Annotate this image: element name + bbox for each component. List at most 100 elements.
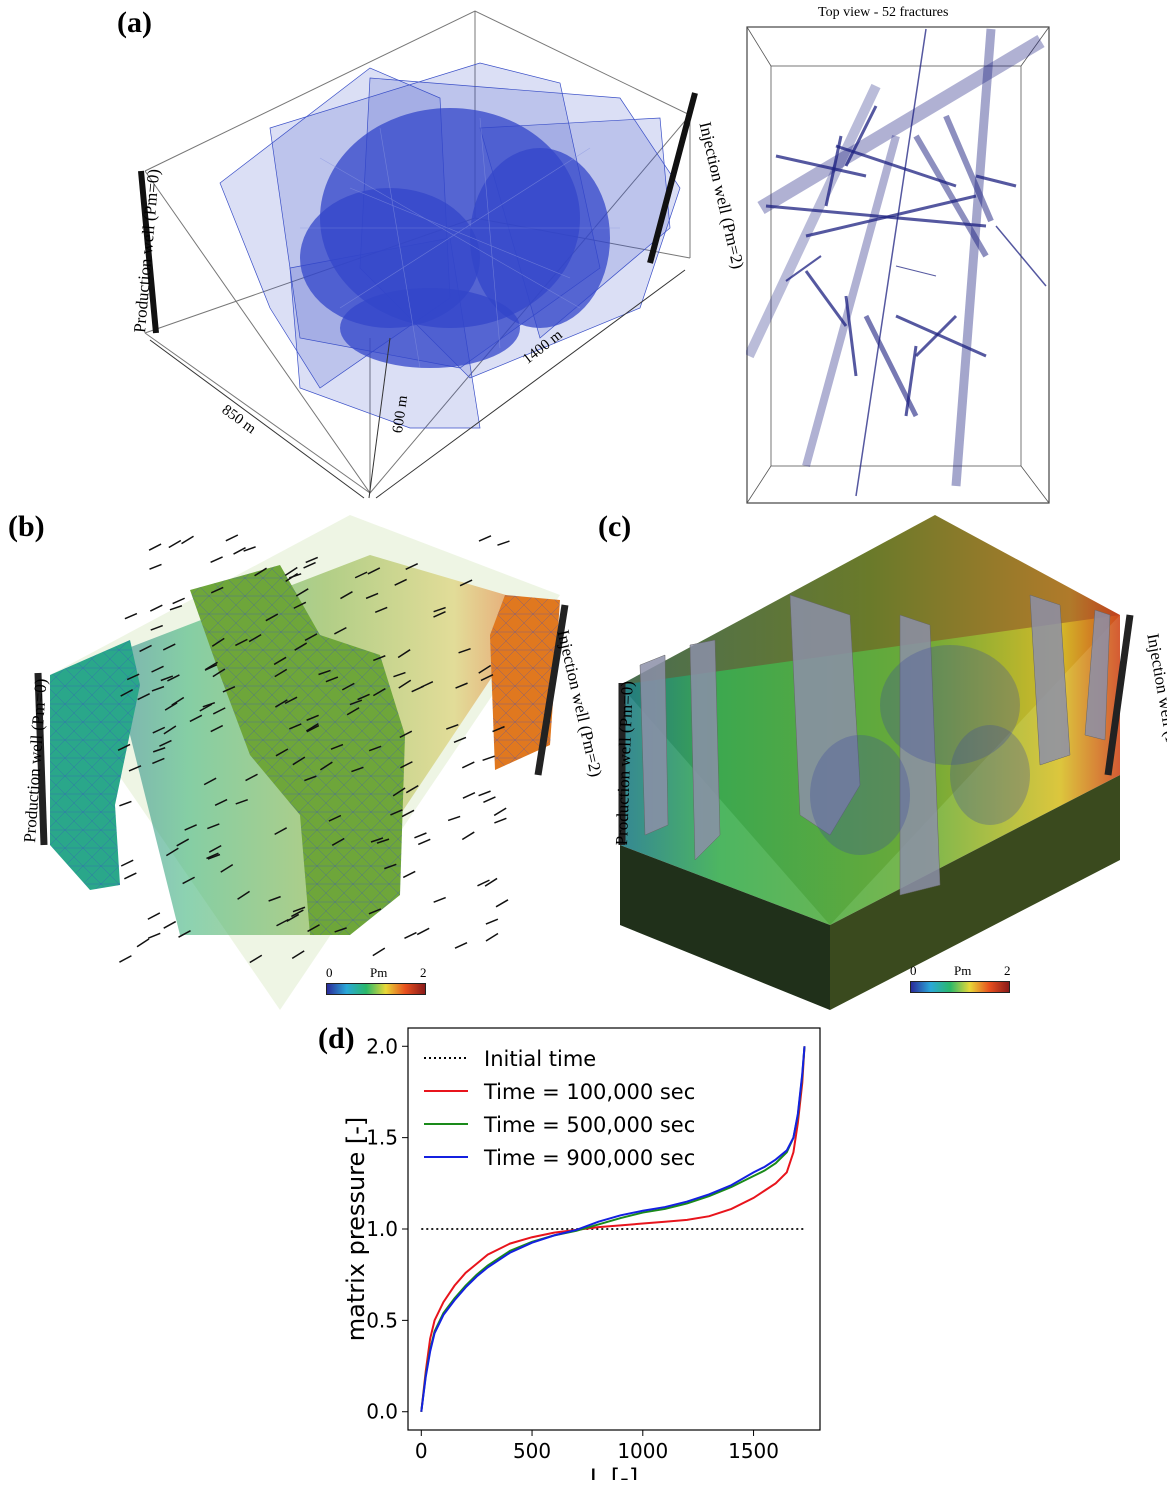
velocity-arrow xyxy=(295,588,309,597)
velocity-arrow xyxy=(497,540,510,546)
velocity-arrow xyxy=(139,644,152,653)
velocity-arrow xyxy=(399,730,413,739)
velocity-arrow xyxy=(211,637,225,647)
velocity-arrow xyxy=(478,535,492,542)
velocity-arrow xyxy=(237,890,250,900)
velocity-arrow xyxy=(492,725,505,733)
injection-well-b xyxy=(534,604,569,776)
velocity-arrow xyxy=(178,930,191,938)
velocity-arrow xyxy=(394,578,407,586)
legend-label: Initial time xyxy=(484,1047,596,1071)
velocity-arrow xyxy=(420,681,434,688)
colorbar-b-min: 0 xyxy=(326,965,333,980)
velocity-arrow xyxy=(182,876,195,885)
velocity-arrow xyxy=(165,847,179,857)
velocity-arrow xyxy=(149,563,162,570)
velocity-arrow xyxy=(372,688,386,697)
series-line xyxy=(420,1046,806,1412)
velocity-arrow xyxy=(446,724,459,730)
velocity-arrow xyxy=(152,747,166,753)
legend-label: Time = 900,000 sec xyxy=(483,1146,695,1170)
series-line xyxy=(420,1046,806,1412)
y-axis-label: matrix pressure [-] xyxy=(342,1117,370,1342)
velocity-arrow xyxy=(484,877,498,887)
velocity-arrow xyxy=(304,633,318,642)
velocity-arrow xyxy=(284,566,298,576)
velocity-arrow xyxy=(119,800,132,807)
velocity-arrow xyxy=(160,675,174,682)
velocity-arrow xyxy=(284,696,298,705)
velocity-arrow xyxy=(147,912,161,920)
velocity-arrow xyxy=(292,906,306,913)
velocity-arrow xyxy=(274,699,288,708)
velocity-arrow xyxy=(291,909,304,918)
velocity-arrow xyxy=(294,642,308,651)
velocity-arrow xyxy=(306,724,320,733)
velocity-arrow xyxy=(341,682,355,691)
velocity-arrow xyxy=(485,932,499,942)
x-tick-label: 500 xyxy=(513,1439,551,1463)
velocity-arrow xyxy=(331,837,345,846)
production-well-a xyxy=(138,170,159,334)
velocity-arrow xyxy=(225,534,239,542)
velocity-arrow xyxy=(167,674,180,682)
velocity-arrow xyxy=(478,790,491,797)
legend-label: Time = 500,000 sec xyxy=(483,1113,695,1137)
velocity-arrow xyxy=(459,579,473,587)
velocity-arrow xyxy=(184,824,197,831)
velocity-arrow xyxy=(447,815,461,822)
velocity-arrow xyxy=(373,655,386,662)
velocity-arrow xyxy=(151,665,164,673)
velocity-arrow xyxy=(357,693,370,701)
velocity-arrow xyxy=(245,773,258,782)
y-tick-label: 0.5 xyxy=(366,1308,398,1332)
velocity-arrow xyxy=(163,725,177,735)
velocity-arrow xyxy=(461,761,475,769)
x-tick-label: 1500 xyxy=(728,1439,779,1463)
velocity-arrow xyxy=(494,817,507,824)
velocity-arrow xyxy=(203,777,217,786)
velocity-arrow xyxy=(306,723,319,732)
velocity-arrow xyxy=(152,726,166,734)
colorbar-c: 0 Pm 2 xyxy=(910,963,1011,996)
velocity-arrow xyxy=(365,592,379,600)
velocity-arrow xyxy=(307,924,320,933)
velocity-arrow xyxy=(249,954,263,964)
velocity-arrow xyxy=(477,879,490,887)
velocity-arrow xyxy=(455,682,468,689)
velocity-arrow xyxy=(349,699,363,706)
velocity-arrow xyxy=(393,671,406,678)
velocity-arrow xyxy=(148,543,162,551)
velocity-arrow xyxy=(453,736,467,744)
velocity-arrow xyxy=(483,796,496,803)
velocity-arrow xyxy=(210,586,224,594)
colorbar-b-name: Pm xyxy=(370,965,388,980)
velocity-arrow xyxy=(306,714,319,721)
velocity-arrow xyxy=(485,918,499,925)
velocity-arrow xyxy=(480,674,494,682)
velocity-arrow xyxy=(405,562,419,570)
panel-c-pressure-field xyxy=(618,515,1134,1010)
velocity-arrow xyxy=(207,853,221,860)
velocity-arrow xyxy=(117,743,131,751)
velocity-arrow xyxy=(210,724,224,733)
velocity-arrow xyxy=(137,693,150,701)
velocity-arrow xyxy=(478,664,492,674)
velocity-arrow xyxy=(149,604,163,612)
velocity-arrow xyxy=(367,567,381,575)
velocity-arrow xyxy=(207,823,220,830)
y-tick-label: 1.5 xyxy=(366,1126,398,1150)
velocity-arrow xyxy=(495,899,509,908)
velocity-arrow xyxy=(285,572,299,583)
velocity-arrow xyxy=(384,863,397,870)
velocity-arrow xyxy=(214,798,228,806)
velocity-arrow xyxy=(164,702,178,711)
colorbar-c-min: 0 xyxy=(910,963,917,978)
velocity-arrow xyxy=(368,745,382,752)
velocity-arrow xyxy=(235,798,248,805)
velocity-arrow xyxy=(346,707,360,716)
velocity-arrow xyxy=(163,920,177,929)
velocity-arrow xyxy=(152,757,165,765)
velocity-arrow xyxy=(210,556,223,564)
panel-a-top-view xyxy=(746,26,1050,504)
